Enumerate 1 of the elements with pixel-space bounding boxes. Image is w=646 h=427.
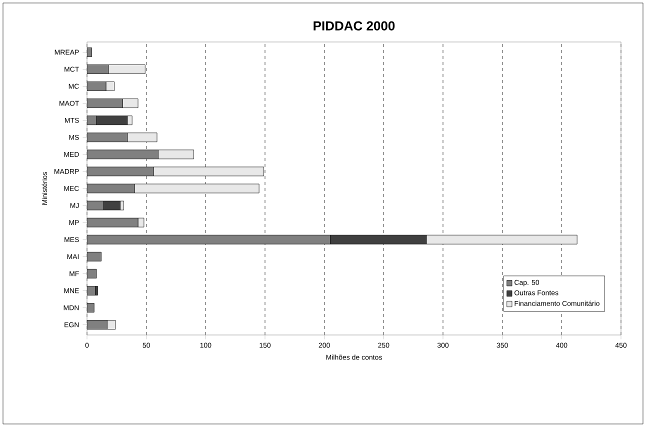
- chart-title: PIDDAC 2000: [314, 21, 395, 30]
